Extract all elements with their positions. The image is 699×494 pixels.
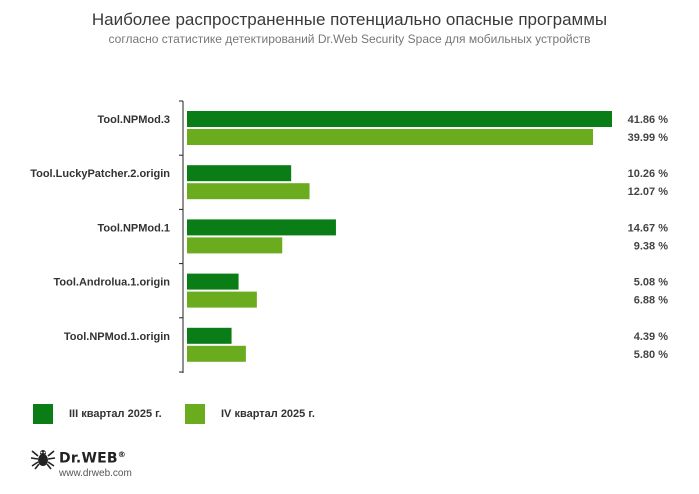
data-label-series-2: 5.80 % — [634, 349, 668, 361]
bar-series-1 — [187, 111, 612, 127]
bar-series-2 — [187, 129, 594, 145]
data-label-series-1: 41.86 % — [628, 114, 669, 126]
legend-swatch-series-1 — [33, 404, 53, 424]
bar-series-1 — [187, 165, 292, 182]
chart-title: Наиболее распространенные потенциально о… — [91, 10, 608, 29]
category-label: Tool.Androlua.1.origin — [53, 277, 170, 289]
legend-swatch-series-2 — [185, 404, 205, 424]
data-label-series-1: 14.67 % — [628, 222, 669, 234]
data-label-series-1: 4.39 % — [634, 331, 668, 343]
spider-icon — [30, 450, 56, 470]
bar-series-2 — [187, 183, 310, 200]
chart-subtitle: согласно статистике детектирований Dr.We… — [108, 32, 591, 46]
category-label: Tool.NPMod.1 — [97, 222, 170, 234]
legend-item-series-2: IV квартал 2025 г. — [185, 404, 315, 424]
legend-label-series-2: IV квартал 2025 г. — [221, 408, 315, 420]
data-label-series-1: 5.08 % — [634, 277, 668, 289]
bar-series-1 — [187, 327, 232, 344]
data-label-series-2: 12.07 % — [628, 186, 669, 198]
bar-series-2 — [187, 345, 246, 362]
data-label-series-2: 9.38 % — [634, 240, 668, 252]
category-label: Tool.LuckyPatcher.2.origin — [30, 168, 170, 180]
bar-series-2 — [187, 291, 257, 308]
data-label-series-2: 39.99 % — [628, 132, 669, 144]
footer: Dr.WEB® www.drweb.com — [30, 448, 230, 488]
legend-label-series-1: III квартал 2025 г. — [69, 408, 162, 420]
bar-series-1 — [187, 273, 239, 290]
legend-item-series-1: III квартал 2025 г. — [33, 404, 162, 424]
category-label: Tool.NPMod.3 — [97, 114, 170, 126]
bar-series-2 — [187, 237, 283, 254]
data-label-series-2: 6.88 % — [634, 295, 668, 307]
category-label: Tool.NPMod.1.origin — [64, 331, 170, 343]
bar-chart: Tool.NPMod.3 41.86 % 39.99 % Tool.LuckyPatc… — [30, 100, 669, 373]
data-label-series-1: 10.26 % — [628, 168, 669, 180]
bar-series-1 — [187, 219, 336, 236]
site-url: www.drweb.com — [59, 468, 132, 479]
brand-logo-text: Dr.WEB® — [59, 450, 126, 467]
